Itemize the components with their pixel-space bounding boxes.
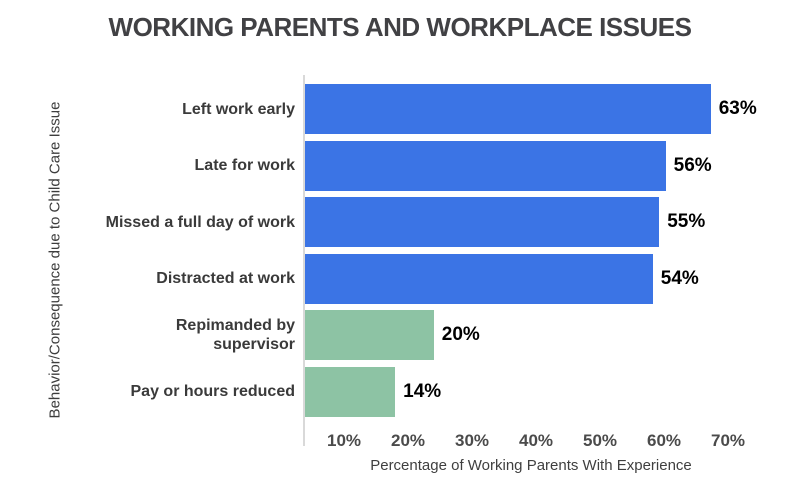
bar bbox=[305, 310, 434, 360]
value-label: 14% bbox=[403, 380, 442, 402]
value-label: 55% bbox=[667, 211, 706, 232]
category-label: Pay or hours reduced bbox=[130, 383, 296, 400]
category-label: Left work early bbox=[182, 100, 295, 118]
x-axis-tick-label: 50% bbox=[582, 431, 618, 450]
value-label: 20% bbox=[441, 324, 480, 345]
bar bbox=[305, 197, 660, 247]
x-axis-tick-label: 60% bbox=[646, 431, 682, 450]
chart-title: WORKING PARENTS AND WORKPLACE ISSUES bbox=[108, 12, 692, 42]
x-axis-tick-label: 30% bbox=[454, 431, 490, 450]
bar bbox=[305, 84, 711, 134]
value-label: 56% bbox=[673, 154, 712, 176]
x-axis-title: Percentage of Working Parents With Exper… bbox=[370, 457, 692, 474]
category-label: Distracted at work bbox=[156, 270, 295, 287]
value-label: 54% bbox=[660, 267, 699, 289]
x-axis-tick-label: 10% bbox=[326, 431, 362, 450]
category-label: Repimanded by supervisor bbox=[175, 317, 295, 353]
category-label: Late for work bbox=[194, 157, 295, 174]
bar bbox=[305, 140, 666, 191]
bar bbox=[305, 253, 653, 304]
bar bbox=[305, 366, 396, 417]
x-axis-tick-label: 20% bbox=[390, 431, 426, 450]
x-axis-tick-label: 70% bbox=[710, 431, 746, 450]
category-label: Missed a full day of work bbox=[105, 213, 295, 231]
value-label: 63% bbox=[718, 98, 757, 119]
x-axis-tick-label: 40% bbox=[518, 431, 554, 450]
y-axis-line bbox=[303, 75, 305, 446]
